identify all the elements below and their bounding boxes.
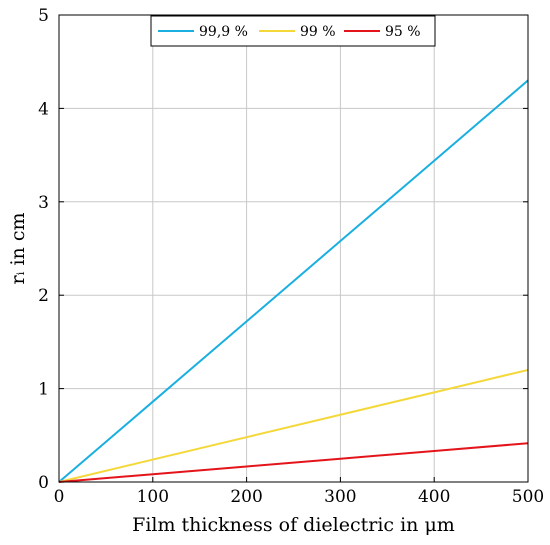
x-tick-label: 400 bbox=[418, 487, 450, 507]
x-tick-label: 300 bbox=[324, 487, 356, 507]
series-line-2 bbox=[58, 368, 529, 483]
plot-frame bbox=[58, 14, 529, 483]
y-tick-label: 1 bbox=[38, 380, 49, 400]
x-tick-label: 100 bbox=[137, 487, 169, 507]
x-tick-label: 0 bbox=[54, 487, 65, 507]
y-tick-label: 0 bbox=[38, 473, 49, 493]
grid bbox=[59, 15, 528, 482]
y-tick-label: 2 bbox=[38, 286, 49, 306]
legend: 99,9 % 99 % 95 % bbox=[150, 15, 436, 47]
x-axis-ticks: 0 100 200 300 400 500 bbox=[54, 15, 544, 507]
series-lines bbox=[58, 79, 529, 483]
x-tick-label: 200 bbox=[230, 487, 262, 507]
y-tick-label: 3 bbox=[38, 193, 49, 213]
legend-label-2: 99 % bbox=[300, 24, 336, 40]
y-axis-ticks: 0 1 2 3 4 5 bbox=[38, 6, 528, 493]
x-tick-label: 500 bbox=[512, 487, 544, 507]
legend-label-1: 99,9 % bbox=[199, 24, 248, 40]
y-axis-label: rᵢ in cm bbox=[7, 213, 29, 285]
y-tick-label: 4 bbox=[38, 99, 49, 119]
series-line-3 bbox=[58, 442, 529, 483]
y-tick-label: 5 bbox=[38, 6, 49, 26]
series-line-1 bbox=[58, 79, 529, 483]
legend-label-3: 95 % bbox=[385, 24, 421, 40]
x-axis-label: Film thickness of dielectric in μm bbox=[132, 514, 455, 536]
